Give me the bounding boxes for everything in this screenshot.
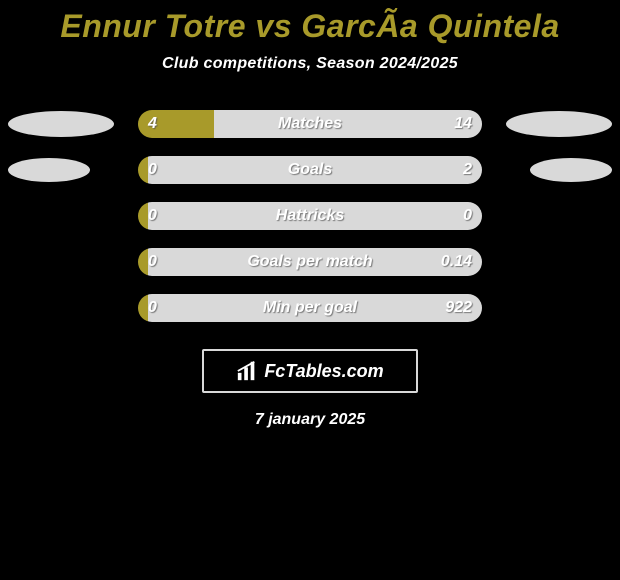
bar-right-fill [214,110,482,138]
stats-list: 4 14 Matches 0 2 Goals 0 0 Hattricks 0 0.14 Goals p… [0,101,620,331]
stat-value-left: 4 [148,115,157,133]
stat-row: 0 0 Hattricks [0,193,620,239]
stat-label: Matches [278,115,342,133]
stat-value-right: 14 [454,115,472,133]
stat-value-left: 0 [148,253,157,271]
stat-value-right: 922 [445,299,472,317]
bar-left-fill [138,156,148,184]
stat-value-left: 0 [148,207,157,225]
stat-value-left: 0 [148,161,157,179]
stat-value-right: 2 [463,161,472,179]
player-badge-left [8,111,114,137]
bar-left-fill [138,248,148,276]
stat-label: Hattricks [276,207,344,225]
stat-bar: 0 2 Goals [138,156,482,184]
subtitle: Club competitions, Season 2024/2025 [0,55,620,73]
stat-bar: 0 0.14 Goals per match [138,248,482,276]
date-label: 7 january 2025 [0,411,620,429]
player-badge-right [506,111,612,137]
player-badge-left [8,158,90,182]
stat-value-left: 0 [148,299,157,317]
stat-row: 0 0.14 Goals per match [0,239,620,285]
stat-label: Goals [288,161,332,179]
bar-left-fill [138,294,148,322]
logo-text: FcTables.com [264,361,383,382]
comparison-card: Ennur Totre vs GarcÃ­a Quintela Club com… [0,0,620,580]
stat-label: Min per goal [263,299,357,317]
stat-value-right: 0.14 [441,253,472,271]
stat-bar: 0 0 Hattricks [138,202,482,230]
stat-bar: 0 922 Min per goal [138,294,482,322]
stat-row: 0 922 Min per goal [0,285,620,331]
page-title: Ennur Totre vs GarcÃ­a Quintela [0,0,620,45]
fctables-logo[interactable]: FcTables.com [202,349,418,393]
stat-value-right: 0 [463,207,472,225]
stat-row: 0 2 Goals [0,147,620,193]
bar-left-fill [138,202,148,230]
stat-label: Goals per match [247,253,372,271]
stat-row: 4 14 Matches [0,101,620,147]
stat-bar: 4 14 Matches [138,110,482,138]
player-badge-right [530,158,612,182]
bar-chart-icon [236,360,258,382]
